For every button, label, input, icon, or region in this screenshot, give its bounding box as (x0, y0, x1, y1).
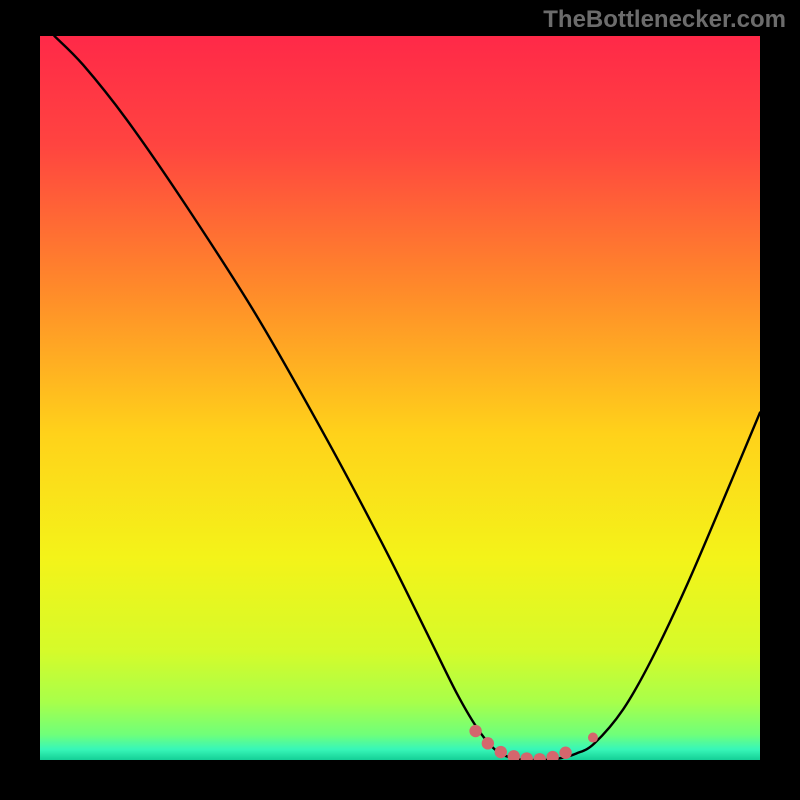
curve-marker (495, 746, 507, 758)
watermark-text: TheBottlenecker.com (543, 6, 786, 34)
curve-marker (469, 725, 481, 737)
curve-marker (482, 737, 494, 749)
gradient-background (40, 36, 760, 760)
chart-svg (0, 0, 800, 800)
curve-marker (588, 733, 598, 743)
curve-marker (559, 747, 571, 759)
plot-area (40, 36, 760, 765)
chart-root: TheBottlenecker.com (0, 0, 800, 800)
